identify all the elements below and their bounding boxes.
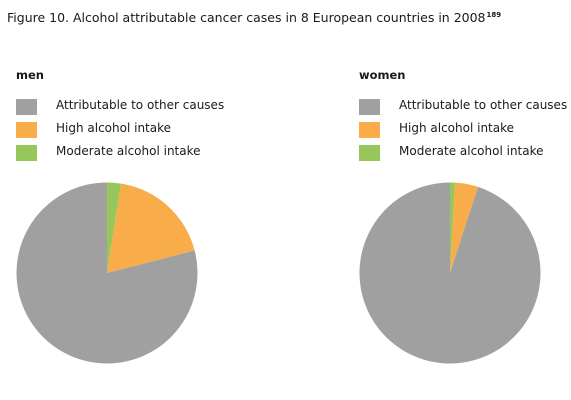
- men-chart-panel: men Attributable to other causes High al…: [0, 0, 240, 400]
- men-pie-slice-moderate-alcohol-intake: [107, 182, 122, 273]
- women-pie-slice-high-alcohol-intake: [450, 182, 478, 273]
- men-pie-slice-attributable-to-other-causes: [16, 182, 198, 364]
- men-pie-chart: [16, 182, 198, 364]
- legend-swatch-moderate-alcohol: [16, 145, 37, 161]
- men-chart-title: men: [16, 68, 44, 82]
- women-pie-slice-moderate-alcohol-intake: [450, 182, 456, 273]
- legend-label-high-alcohol: High alcohol intake: [56, 121, 172, 135]
- women-pie-chart: [359, 182, 541, 364]
- women-pie-slice-attributable-to-other-causes: [359, 182, 541, 364]
- legend-label-high-alcohol: High alcohol intake: [399, 121, 515, 135]
- legend-label-other-causes: Attributable to other causes: [399, 98, 568, 112]
- figure-title: Figure 10. Alcohol attributable cancer c…: [7, 10, 501, 25]
- women-chart-title: women: [359, 68, 406, 82]
- legend-swatch-other-causes: [16, 99, 37, 115]
- legend-label-moderate-alcohol: Moderate alcohol intake: [56, 144, 201, 158]
- legend-swatch-high-alcohol: [359, 122, 380, 138]
- women-chart-panel: women Attributable to other causes High …: [342, 0, 571, 400]
- figure-title-text: Figure 10. Alcohol attributable cancer c…: [7, 10, 486, 25]
- legend-swatch-other-causes: [359, 99, 380, 115]
- men-pie-slice-high-alcohol-intake: [107, 183, 195, 273]
- legend-swatch-moderate-alcohol: [359, 145, 380, 161]
- legend-swatch-high-alcohol: [16, 122, 37, 138]
- legend-label-moderate-alcohol: Moderate alcohol intake: [399, 144, 544, 158]
- legend-label-other-causes: Attributable to other causes: [56, 98, 225, 112]
- footnote-ref: 189: [486, 11, 502, 19]
